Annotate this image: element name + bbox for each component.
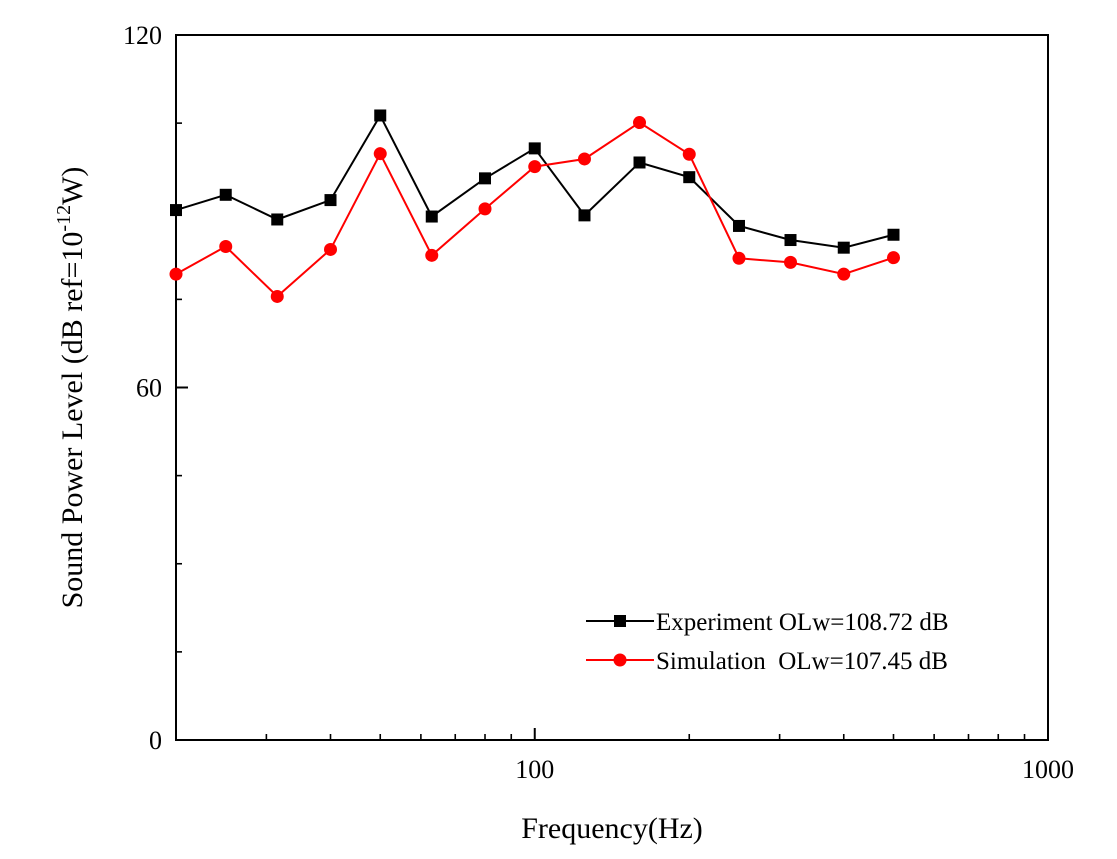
simulation-point — [528, 160, 542, 174]
x-axis-title: Frequency(Hz) — [521, 812, 703, 845]
experiment-point — [837, 241, 850, 254]
simulation-point — [324, 242, 338, 256]
simulation-point — [219, 240, 233, 253]
simulation-point — [682, 147, 696, 161]
experiment-point — [271, 213, 284, 226]
experiment-point — [732, 219, 745, 232]
simulation-point — [886, 251, 900, 265]
experiment-point — [170, 204, 182, 217]
y-tick-label: 0 — [149, 726, 162, 755]
y-tick-label: 60 — [136, 374, 162, 403]
experiment-point — [633, 156, 646, 169]
simulation-point — [837, 267, 851, 281]
experiment-point — [479, 172, 492, 185]
y-tick-label: 120 — [123, 21, 162, 50]
legend-label-experiment: Experiment OLw=108.72 dB — [656, 609, 949, 636]
experiment-point — [219, 188, 232, 201]
experiment-point — [683, 171, 696, 184]
y-axis-title: Sound Power Level (dB ref=10-12W) — [53, 167, 89, 609]
simulation-point — [577, 152, 591, 166]
simulation-point — [784, 255, 798, 269]
simulation-point — [373, 147, 387, 161]
simulation-point — [478, 202, 492, 216]
axis-titles: Frequency(Hz) Sound Power Level (dB ref=… — [53, 167, 703, 845]
y-axis-title-suffix: W) — [56, 167, 89, 205]
experiment-point — [374, 109, 387, 122]
axes: 100 1000 0 60 120 — [123, 21, 1074, 784]
legend-marker-simulation — [613, 653, 627, 667]
x-tick-label: 1000 — [1022, 755, 1074, 784]
legend: Experiment OLw=108.72 dB Simulation OLw=1… — [586, 609, 949, 675]
series-line-experiment — [175, 113, 894, 249]
simulation-point — [633, 116, 647, 130]
experiment-point — [425, 210, 438, 223]
y-axis-title-prefix: Sound Power Level (dB ref=10 — [56, 232, 89, 609]
experiment-point — [784, 234, 797, 247]
simulation-point — [425, 248, 439, 262]
series-lines — [169, 109, 900, 303]
simulation-point — [732, 251, 746, 265]
experiment-point — [578, 209, 591, 222]
experiment-point — [324, 194, 337, 207]
simulation-point — [169, 267, 183, 281]
legend-label-simulation: Simulation OLw=107.45 dB — [656, 648, 948, 675]
legend-marker-experiment — [614, 615, 626, 627]
simulation-point — [270, 289, 284, 303]
y-axis-title-superscript: -12 — [53, 205, 75, 232]
experiment-point — [528, 142, 541, 155]
x-tick-label: 100 — [515, 755, 554, 784]
experiment-point — [887, 228, 900, 241]
